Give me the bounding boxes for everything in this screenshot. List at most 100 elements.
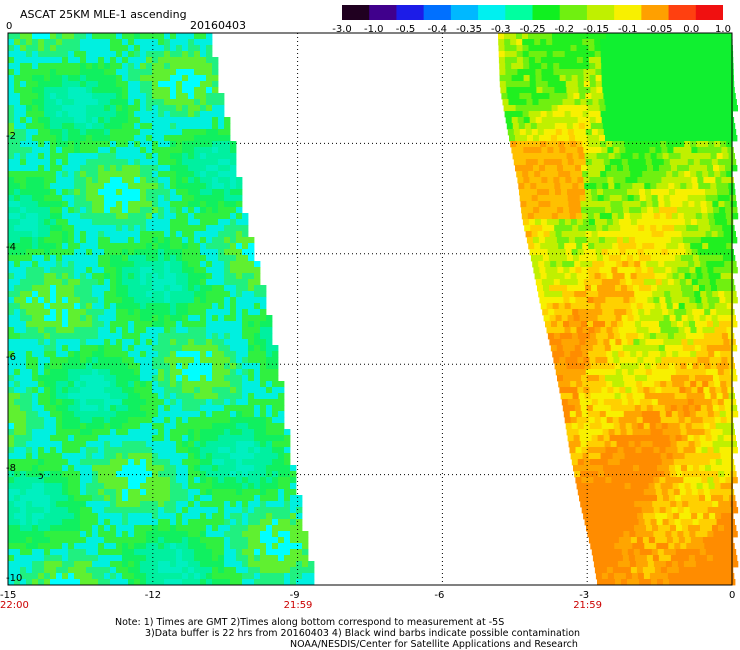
- wind-cell: [26, 225, 33, 232]
- wind-cell: [593, 165, 600, 172]
- wind-cell: [248, 255, 255, 262]
- wind-cell: [86, 333, 93, 340]
- wind-cell: [14, 153, 21, 160]
- wind-cell: [68, 189, 75, 196]
- wind-cell: [266, 387, 273, 394]
- wind-cell: [541, 279, 549, 286]
- wind-cell: [600, 171, 607, 178]
- wind-cell: [583, 279, 591, 286]
- wind-cell: [715, 333, 723, 340]
- wind-cell: [516, 39, 523, 46]
- wind-cell: [677, 321, 684, 328]
- wind-cell: [680, 87, 687, 94]
- wind-cell: [170, 183, 177, 190]
- wind-cell: [649, 249, 656, 256]
- wind-cell: [128, 207, 135, 214]
- wind-cell: [152, 237, 159, 244]
- wind-cell: [146, 309, 153, 316]
- wind-cell: [200, 75, 207, 82]
- wind-cell: [50, 411, 57, 418]
- wind-cell: [511, 69, 518, 76]
- wind-cell: [32, 393, 39, 400]
- wind-cells: [8, 33, 739, 586]
- wind-cell: [254, 387, 261, 394]
- wind-cell: [531, 129, 539, 136]
- wind-cell: [116, 135, 123, 142]
- wind-cell: [68, 45, 75, 52]
- wind-cell: [575, 135, 582, 142]
- wind-cell: [528, 171, 535, 178]
- wind-cell: [605, 267, 612, 274]
- wind-cell: [224, 117, 231, 124]
- wind-cell: [655, 81, 663, 88]
- wind-cell: [585, 195, 593, 202]
- wind-cell: [56, 63, 63, 70]
- wind-cell: [718, 201, 725, 208]
- wind-cell: [597, 339, 604, 346]
- wind-cell: [528, 45, 535, 52]
- wind-cell: [116, 213, 123, 220]
- wind-cell: [260, 423, 267, 430]
- wind-cell: [170, 417, 177, 424]
- wind-cell: [636, 243, 643, 250]
- wind-cell: [565, 177, 572, 184]
- wind-cell: [589, 333, 597, 340]
- wind-cell: [170, 327, 177, 334]
- wind-cell: [86, 189, 93, 196]
- wind-cell: [631, 75, 638, 82]
- wind-cell: [86, 39, 93, 46]
- wind-cell: [122, 33, 129, 40]
- wind-cell: [685, 387, 692, 394]
- wind-cell: [242, 357, 249, 364]
- wind-cell: [56, 399, 63, 406]
- wind-cell: [122, 105, 129, 112]
- wind-cell: [176, 93, 183, 100]
- wind-cell: [660, 327, 667, 334]
- wind-cell: [624, 33, 631, 40]
- wind-cell: [242, 213, 249, 220]
- wind-cell: [686, 393, 693, 400]
- wind-cell: [200, 231, 207, 238]
- wind-cell: [182, 183, 189, 190]
- wind-cell: [607, 423, 615, 430]
- wind-cell: [668, 153, 675, 160]
- wind-cell: [200, 369, 207, 376]
- wind-cell: [582, 45, 589, 52]
- wind-cell: [591, 159, 599, 166]
- wind-cell: [627, 189, 634, 196]
- wind-cell: [558, 381, 565, 388]
- wind-cell: [170, 87, 177, 94]
- wind-cell: [612, 243, 619, 250]
- wind-cell: [134, 393, 141, 400]
- wind-cell: [595, 63, 602, 70]
- wind-cell: [122, 237, 129, 244]
- wind-cell: [702, 33, 709, 40]
- wind-cell: [688, 261, 695, 268]
- wind-cell: [80, 357, 87, 364]
- wind-cell: [641, 411, 649, 418]
- wind-cell: [663, 231, 670, 238]
- wind-cell: [708, 45, 715, 52]
- wind-cell: [140, 153, 147, 160]
- wind-cell: [68, 213, 75, 220]
- wind-cell: [14, 387, 21, 394]
- wind-cell: [569, 411, 577, 418]
- wind-cell: [176, 189, 183, 196]
- wind-cell: [128, 51, 135, 58]
- wind-cell: [704, 225, 711, 232]
- wind-cell: [116, 219, 123, 226]
- wind-cell: [44, 423, 51, 430]
- wind-cell: [634, 237, 642, 244]
- wind-cell: [599, 411, 607, 418]
- wind-cell: [613, 81, 621, 88]
- wind-cell: [498, 57, 506, 64]
- wind-cell: [134, 87, 141, 94]
- wind-cell: [14, 75, 21, 82]
- wind-cell: [542, 255, 550, 262]
- wind-cell: [152, 387, 159, 394]
- wind-cell: [625, 75, 632, 82]
- colorbar-swatch: [505, 5, 533, 20]
- wind-cell: [146, 363, 153, 370]
- wind-cell: [224, 183, 231, 190]
- wind-cell: [580, 405, 588, 412]
